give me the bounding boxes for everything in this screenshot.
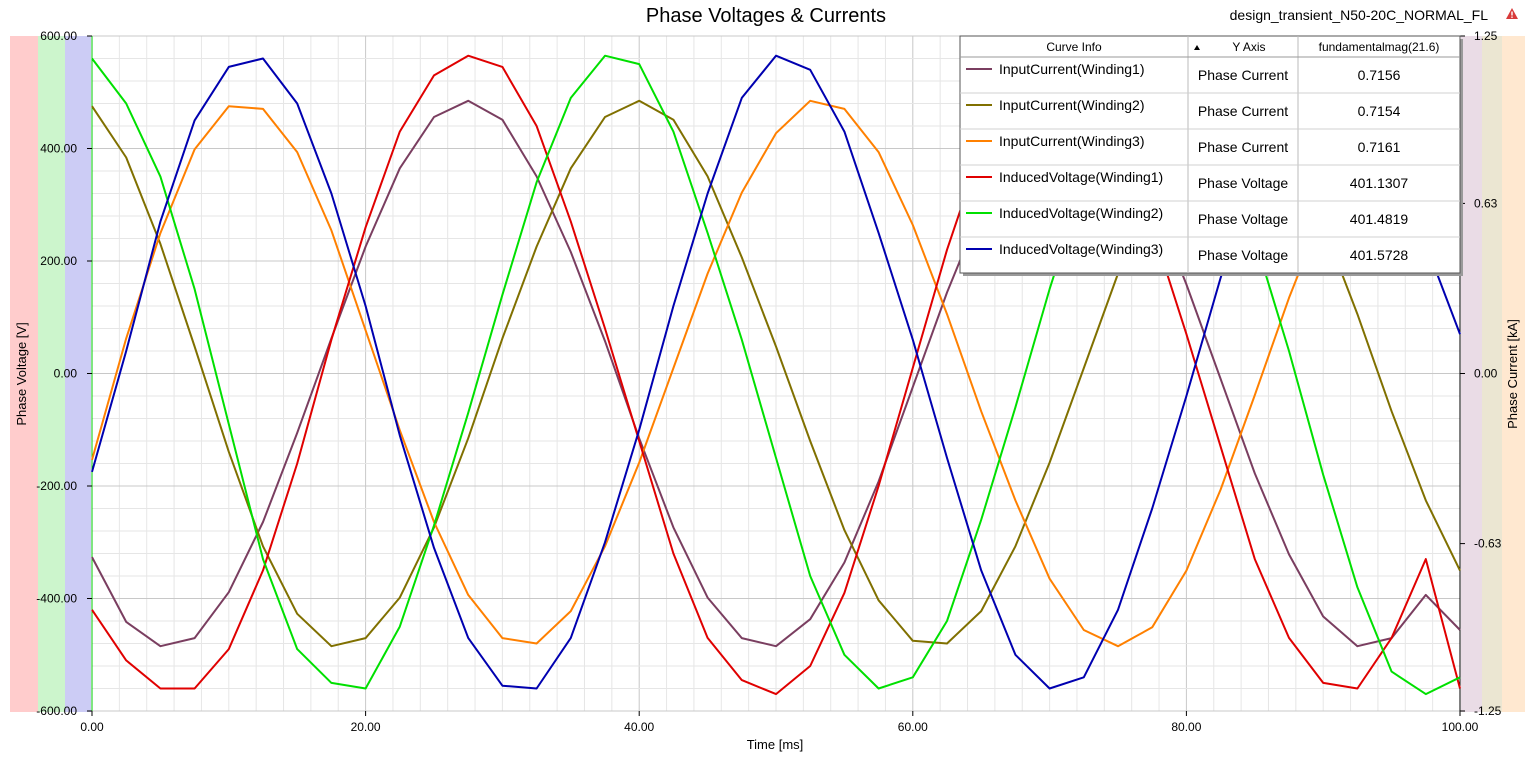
- warning-icon[interactable]: [1506, 8, 1518, 19]
- y2-tick-label: 0.00: [1474, 367, 1498, 381]
- legend-curve-name: InputCurrent(Winding3): [999, 133, 1145, 149]
- x-tick-label: 80.00: [1171, 720, 1201, 734]
- x-axis-label: Time [ms]: [747, 737, 804, 752]
- right-band-olive: [1482, 36, 1502, 712]
- legend-value-cell: 0.7156: [1358, 67, 1401, 83]
- legend-value-cell: 401.4819: [1350, 211, 1409, 227]
- left-band-green: [38, 36, 65, 712]
- x-tick-label: 0.00: [80, 720, 104, 734]
- chart-title: Phase Voltages & Currents: [646, 5, 886, 27]
- y-tick-label: 600.00: [40, 29, 77, 43]
- right-band-orange: [1502, 36, 1525, 712]
- legend-curve-name: InputCurrent(Winding1): [999, 61, 1145, 77]
- legend-y-axis-cell: Phase Voltage: [1198, 211, 1289, 227]
- legend-value-cell: 0.7161: [1358, 139, 1401, 155]
- series-line-inputcurrent-winding3: [91, 99, 1461, 648]
- y-tick-label: 0.00: [54, 367, 78, 381]
- series-line-inputcurrent-winding1: [91, 99, 1461, 648]
- sort-arrow-icon: [1194, 45, 1200, 50]
- x-tick-label: 100.00: [1442, 720, 1479, 734]
- left-band-red: [10, 36, 38, 712]
- left-band-blue: [65, 36, 91, 712]
- legend[interactable]: Curve Info Y Axis fundamentalmag(21.6) Inpu…: [959, 35, 1463, 276]
- y2-tick-label: 0.63: [1474, 196, 1498, 210]
- legend-y-axis-cell: Phase Current: [1198, 139, 1288, 155]
- x-tick-label: 20.00: [351, 720, 381, 734]
- right-band-mauve: [1461, 36, 1482, 712]
- y2-tick-label: 1.25: [1474, 29, 1498, 43]
- y-tick-label: 400.00: [40, 142, 77, 156]
- legend-y-axis-cell: Phase Voltage: [1198, 247, 1289, 263]
- legend-value-cell: 401.5728: [1350, 247, 1409, 263]
- y2-tick-label: -1.25: [1474, 704, 1502, 718]
- x-tick-label: 40.00: [624, 720, 654, 734]
- legend-header-curve-info: Curve Info: [1046, 40, 1102, 54]
- legend-value-cell: 0.7154: [1358, 103, 1401, 119]
- legend-curve-name: InducedVoltage(Winding2): [999, 205, 1163, 221]
- legend-frame: [959, 35, 1461, 274]
- legend-curve-name: InducedVoltage(Winding3): [999, 241, 1163, 257]
- legend-curve-name: InducedVoltage(Winding1): [999, 169, 1163, 185]
- legend-value-cell: 401.1307: [1350, 175, 1409, 191]
- y-axis-label-right: Phase Current [kA]: [1505, 319, 1520, 429]
- legend-curve-name: InputCurrent(Winding2): [999, 97, 1145, 113]
- legend-header-value: fundamentalmag(21.6): [1319, 40, 1440, 54]
- series-line-inducedvoltage-winding1: [91, 54, 1461, 696]
- legend-y-axis-cell: Phase Voltage: [1198, 175, 1289, 191]
- y-tick-label: 200.00: [40, 254, 77, 268]
- y2-tick-label: -0.63: [1474, 537, 1502, 551]
- y-tick-label: -200.00: [36, 479, 77, 493]
- y-axis-label-left: Phase Voltage [V]: [14, 322, 29, 425]
- legend-y-axis-cell: Phase Current: [1198, 67, 1288, 83]
- design-name: design_transient_N50-20C_NORMAL_FL: [1230, 7, 1489, 23]
- ticks-layer: 0.00 20.00 40.00 60.00 80.00 100.00 -600.00 -40…: [36, 29, 1501, 734]
- legend-y-axis-cell: Phase Current: [1198, 103, 1288, 119]
- y-tick-label: -400.00: [36, 592, 77, 606]
- legend-header-y-axis: Y Axis: [1232, 40, 1265, 54]
- y-tick-label: -600.00: [36, 704, 77, 718]
- x-tick-label: 60.00: [898, 720, 928, 734]
